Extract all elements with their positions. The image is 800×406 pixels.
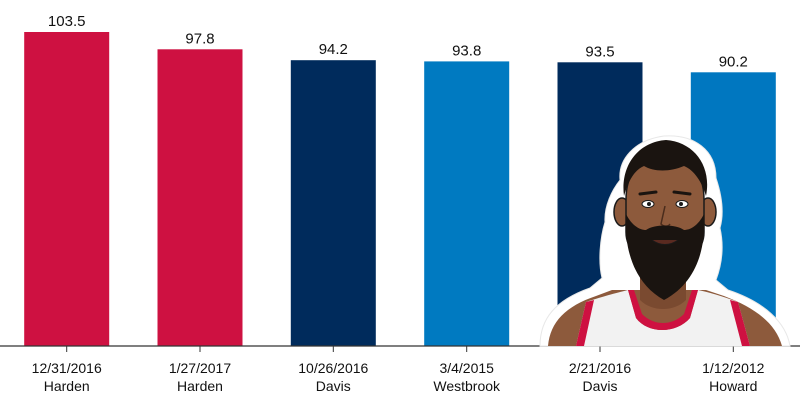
x-ticks-layer <box>66 346 734 352</box>
x-date-label-3: 10/26/2016 <box>298 360 368 376</box>
player-portrait-icon <box>539 135 791 347</box>
value-labels-layer: 103.5 97.8 94.2 93.8 93.5 90.2 <box>48 13 748 70</box>
x-date-label-4: 3/4/2015 <box>439 360 494 376</box>
bar-2 <box>157 49 243 347</box>
x-date-label-2: 1/27/2017 <box>169 360 231 376</box>
x-date-label-6: 1/12/2012 <box>702 360 764 376</box>
bar-4 <box>424 61 510 347</box>
bar-1 <box>24 32 110 346</box>
value-label-3: 94.2 <box>319 41 348 58</box>
x-player-label-4: Westbrook <box>433 378 501 394</box>
value-label-2: 97.8 <box>185 30 214 47</box>
value-label-1: 103.5 <box>48 13 86 30</box>
x-date-label-5: 2/21/2016 <box>569 360 631 376</box>
x-tick-labels-layer: 12/31/2016 Harden 1/27/2017 Harden 10/26/201… <box>32 360 765 394</box>
x-player-label-1: Harden <box>44 378 90 394</box>
x-player-label-6: Howard <box>709 378 757 394</box>
x-player-label-3: Davis <box>316 378 351 394</box>
value-label-6: 90.2 <box>719 53 748 70</box>
x-player-label-5: Davis <box>582 378 617 394</box>
value-label-5: 93.5 <box>585 43 614 60</box>
x-player-label-2: Harden <box>177 378 223 394</box>
value-label-4: 93.8 <box>452 42 481 59</box>
bar-3 <box>290 60 376 346</box>
x-date-label-1: 12/31/2016 <box>32 360 102 376</box>
